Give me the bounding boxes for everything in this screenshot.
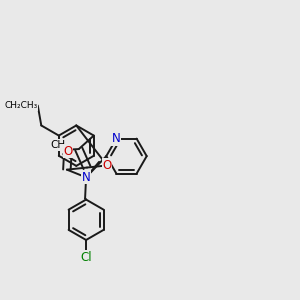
Text: O: O (63, 145, 73, 158)
Text: N: N (112, 132, 121, 145)
Text: O: O (103, 159, 112, 172)
Text: Cl: Cl (80, 251, 92, 264)
Text: CH₃: CH₃ (50, 140, 69, 150)
Text: N: N (82, 171, 91, 184)
Text: CH₂CH₃: CH₂CH₃ (4, 101, 38, 110)
